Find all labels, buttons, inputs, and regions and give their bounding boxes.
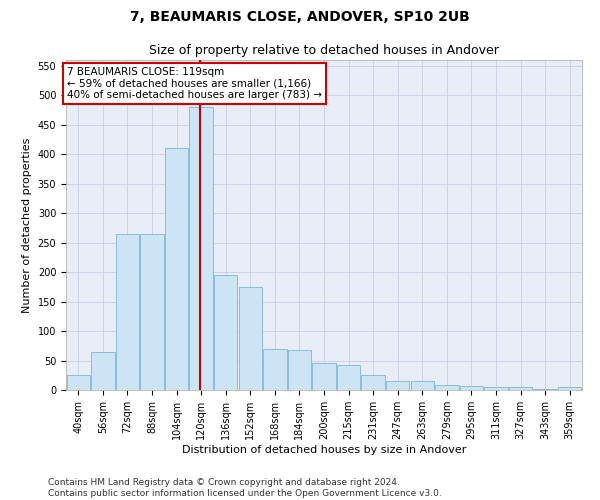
Bar	[533, 389, 557, 390]
Bar	[91, 352, 115, 390]
Bar	[558, 387, 581, 390]
Bar	[190, 107, 213, 390]
Text: 7, BEAUMARIS CLOSE, ANDOVER, SP10 2UB: 7, BEAUMARIS CLOSE, ANDOVER, SP10 2UB	[130, 10, 470, 24]
Bar	[484, 387, 508, 390]
Bar	[460, 386, 483, 390]
Bar	[313, 364, 335, 390]
Text: 7 BEAUMARIS CLOSE: 119sqm
← 59% of detached houses are smaller (1,166)
40% of se: 7 BEAUMARIS CLOSE: 119sqm ← 59% of detac…	[67, 67, 322, 100]
Bar	[140, 234, 164, 390]
Y-axis label: Number of detached properties: Number of detached properties	[22, 138, 32, 312]
Bar	[435, 386, 458, 390]
Bar	[214, 275, 238, 390]
Bar	[361, 376, 385, 390]
Title: Size of property relative to detached houses in Andover: Size of property relative to detached ho…	[149, 44, 499, 58]
Bar	[509, 387, 532, 390]
Bar	[288, 350, 311, 390]
Bar	[165, 148, 188, 390]
Bar	[239, 287, 262, 390]
Bar	[116, 234, 139, 390]
Text: Contains HM Land Registry data © Crown copyright and database right 2024.
Contai: Contains HM Land Registry data © Crown c…	[48, 478, 442, 498]
Bar	[410, 381, 434, 390]
Bar	[337, 364, 360, 390]
Bar	[67, 376, 90, 390]
X-axis label: Distribution of detached houses by size in Andover: Distribution of detached houses by size …	[182, 444, 466, 454]
Bar	[263, 349, 287, 390]
Bar	[386, 381, 409, 390]
